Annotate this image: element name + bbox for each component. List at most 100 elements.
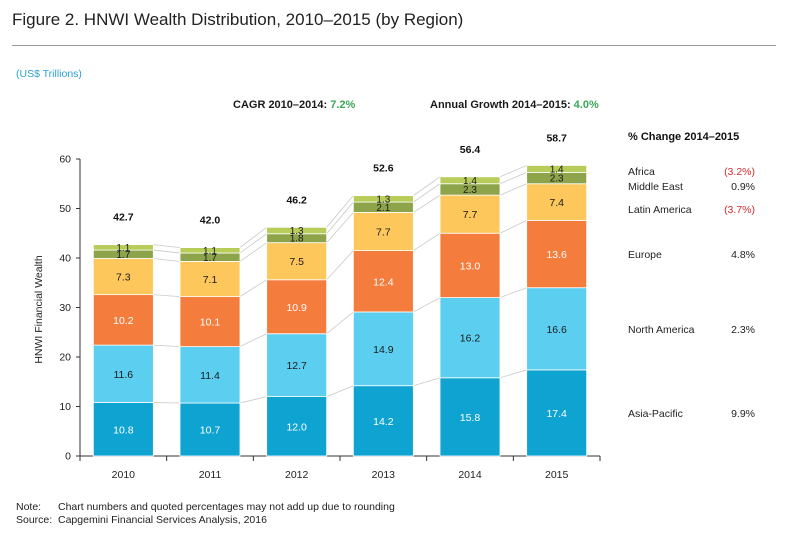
y-tick-label: 10 xyxy=(59,401,71,413)
bar-segment xyxy=(266,333,328,397)
connector-line xyxy=(153,344,181,348)
x-tick-label: 2015 xyxy=(545,469,569,481)
data-label: 14.9 xyxy=(373,344,394,356)
data-label: 1.7 xyxy=(116,250,130,261)
data-label: 1.8 xyxy=(290,234,304,245)
bar-segment xyxy=(526,219,588,289)
connector-line xyxy=(326,250,354,281)
source-key: Source: xyxy=(16,514,53,526)
connector-line xyxy=(239,396,267,404)
data-label: 16.2 xyxy=(460,333,481,345)
data-label: 13.6 xyxy=(546,249,567,261)
total-label: 42.7 xyxy=(113,212,134,224)
connector-line xyxy=(239,333,267,347)
y-tick-label: 0 xyxy=(65,451,71,463)
bar-segment xyxy=(526,369,588,457)
data-label: 12.4 xyxy=(373,276,394,288)
legend-change-value: 0.9% xyxy=(731,181,755,193)
connector-line xyxy=(239,226,267,248)
data-label: 12.0 xyxy=(286,421,307,433)
y-tick-label: 40 xyxy=(59,253,71,265)
connector-line xyxy=(413,232,441,251)
annual-growth-label: Annual Growth 2014–2015: xyxy=(430,99,574,111)
y-tick-label: 60 xyxy=(59,154,71,166)
connector-line xyxy=(153,249,181,254)
data-label: 1.4 xyxy=(550,164,564,175)
data-label: 10.2 xyxy=(113,315,134,327)
y-tick-label: 50 xyxy=(59,203,71,215)
connector-line xyxy=(153,244,181,249)
y-tick-label: 20 xyxy=(59,352,71,364)
y-tick-label: 30 xyxy=(59,302,71,314)
data-label: 17.4 xyxy=(546,408,567,420)
data-label: 1.4 xyxy=(463,176,477,187)
data-label: 1.1 xyxy=(116,243,130,254)
x-tick-label: 2014 xyxy=(458,469,482,481)
bar-segment xyxy=(439,377,501,457)
connector-line xyxy=(499,165,527,178)
total-label: 56.4 xyxy=(460,144,481,156)
legend-label: North America xyxy=(628,324,695,336)
data-label: 1.3 xyxy=(290,226,304,237)
bar-segment xyxy=(526,183,588,221)
bar-segment xyxy=(352,195,414,203)
connector-line xyxy=(413,377,441,387)
data-label: 1.1 xyxy=(203,246,217,257)
data-label: 7.4 xyxy=(549,197,564,209)
bar-segment xyxy=(92,244,154,251)
connector-line xyxy=(326,212,354,243)
x-tick-label: 2011 xyxy=(199,469,222,481)
connector-line xyxy=(413,176,441,196)
bar-segment xyxy=(439,232,501,298)
bar-segment xyxy=(352,311,414,387)
cagr-value: 7.2% xyxy=(330,99,356,111)
data-label: 7.3 xyxy=(116,272,131,284)
data-label: 10.1 xyxy=(200,317,221,329)
data-label: 2.1 xyxy=(376,203,390,214)
data-label: 16.6 xyxy=(546,324,567,336)
bar-segment xyxy=(439,176,501,185)
bar-segment xyxy=(439,297,501,379)
legend-label: Europe xyxy=(628,249,662,261)
legend-label: Africa xyxy=(628,166,655,178)
bar-segment xyxy=(266,279,328,335)
x-tick-label: 2013 xyxy=(372,469,396,481)
legend-change-value: (3.2%) xyxy=(724,166,755,178)
bar-segment xyxy=(352,212,414,251)
connector-line xyxy=(499,287,527,298)
data-label: 7.7 xyxy=(463,209,478,221)
data-label: 2.3 xyxy=(463,185,477,196)
data-label: 14.2 xyxy=(373,416,394,428)
x-tick-label: 2010 xyxy=(112,469,136,481)
connector-line xyxy=(499,171,527,185)
legend-label: Middle East xyxy=(628,181,683,193)
total-label: 52.6 xyxy=(373,163,394,175)
bar-segment xyxy=(266,396,328,457)
units-label: (US$ Trillions) xyxy=(16,68,82,80)
bar-segment xyxy=(179,247,241,254)
connector-line xyxy=(413,183,441,203)
connector-line xyxy=(326,385,354,397)
bar-segment xyxy=(266,226,328,235)
data-label: 11.6 xyxy=(113,369,133,381)
connector-line xyxy=(413,194,441,213)
legend-change-value: 4.8% xyxy=(731,249,755,261)
source-text: Capgemini Financial Services Analysis, 2… xyxy=(58,514,267,526)
connector-line xyxy=(499,183,527,196)
cagr-annotation: CAGR 2010–2014: 7.2% xyxy=(233,99,355,111)
bar-segment xyxy=(352,385,414,457)
data-label: 12.7 xyxy=(286,360,307,372)
legend-label: Latin America xyxy=(628,204,692,216)
annual-growth-value: 4.0% xyxy=(573,99,599,111)
connector-line xyxy=(153,294,181,298)
connector-line xyxy=(326,195,354,228)
data-label: 10.7 xyxy=(200,425,221,437)
note-key: Note: xyxy=(16,501,42,513)
annual-growth-annotation: Annual Growth 2014–2015: 4.0% xyxy=(430,99,599,111)
data-label: 10.9 xyxy=(286,302,307,314)
legend-label: Asia-Pacific xyxy=(628,408,683,420)
connector-line xyxy=(153,258,181,262)
bar-segment xyxy=(526,287,588,371)
connector-line xyxy=(326,201,354,235)
